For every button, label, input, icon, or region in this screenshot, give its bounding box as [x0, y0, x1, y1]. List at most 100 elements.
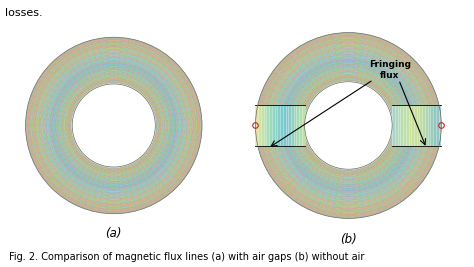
Wedge shape — [298, 75, 399, 176]
Wedge shape — [46, 57, 182, 194]
Wedge shape — [291, 68, 406, 183]
Wedge shape — [274, 51, 423, 200]
Wedge shape — [48, 60, 179, 191]
Wedge shape — [51, 63, 176, 188]
Wedge shape — [291, 68, 406, 183]
Wedge shape — [287, 65, 410, 186]
Wedge shape — [272, 49, 425, 202]
Wedge shape — [276, 53, 421, 198]
Wedge shape — [40, 52, 187, 199]
Text: losses.: losses. — [5, 8, 42, 18]
Wedge shape — [55, 67, 172, 184]
Bar — [430, 105, 433, 146]
Wedge shape — [262, 39, 435, 212]
Wedge shape — [43, 54, 185, 197]
Wedge shape — [277, 54, 420, 197]
Wedge shape — [59, 71, 168, 180]
Wedge shape — [272, 49, 425, 202]
Wedge shape — [46, 58, 181, 193]
Wedge shape — [34, 45, 194, 206]
Wedge shape — [29, 41, 199, 210]
Bar — [285, 105, 288, 146]
Wedge shape — [278, 55, 419, 196]
Wedge shape — [301, 78, 396, 173]
Wedge shape — [278, 55, 419, 196]
Bar — [291, 105, 294, 146]
Bar — [422, 105, 425, 146]
Wedge shape — [26, 37, 202, 214]
Wedge shape — [283, 60, 414, 191]
Wedge shape — [273, 50, 424, 201]
Wedge shape — [55, 66, 173, 184]
Wedge shape — [36, 47, 192, 204]
Wedge shape — [300, 77, 397, 174]
Bar — [425, 105, 428, 146]
Wedge shape — [29, 41, 198, 210]
Wedge shape — [275, 52, 422, 199]
Bar — [264, 105, 266, 146]
Wedge shape — [284, 61, 413, 190]
Wedge shape — [32, 44, 196, 207]
Wedge shape — [273, 50, 423, 201]
Bar — [406, 105, 409, 146]
Wedge shape — [293, 71, 403, 180]
Wedge shape — [295, 72, 402, 179]
Wedge shape — [258, 35, 439, 216]
Wedge shape — [257, 34, 440, 217]
Wedge shape — [34, 46, 193, 205]
Wedge shape — [301, 77, 396, 174]
Wedge shape — [43, 55, 184, 196]
Bar — [255, 105, 258, 146]
Wedge shape — [289, 66, 408, 185]
Wedge shape — [51, 62, 177, 189]
Text: (b): (b) — [340, 233, 357, 246]
Wedge shape — [39, 51, 188, 200]
Wedge shape — [56, 68, 172, 183]
Wedge shape — [274, 52, 422, 199]
Wedge shape — [280, 57, 417, 194]
Wedge shape — [44, 55, 184, 196]
Bar — [392, 105, 395, 146]
Wedge shape — [68, 79, 160, 172]
Text: Fig. 2. Comparison of magnetic flux lines (a) with air gaps (b) without air: Fig. 2. Comparison of magnetic flux line… — [9, 252, 365, 262]
Bar — [433, 105, 436, 146]
Wedge shape — [45, 57, 183, 194]
Wedge shape — [296, 73, 401, 178]
Circle shape — [72, 84, 155, 167]
Wedge shape — [62, 73, 166, 178]
Wedge shape — [48, 60, 180, 191]
Wedge shape — [301, 79, 395, 172]
Wedge shape — [264, 41, 433, 210]
Wedge shape — [259, 36, 438, 215]
Wedge shape — [26, 38, 201, 213]
Wedge shape — [35, 46, 192, 205]
Bar — [274, 105, 277, 146]
Bar — [438, 105, 441, 146]
Wedge shape — [27, 38, 201, 213]
Wedge shape — [38, 49, 190, 202]
Wedge shape — [66, 77, 162, 174]
Wedge shape — [281, 58, 416, 193]
Bar — [299, 105, 302, 146]
Wedge shape — [299, 76, 398, 175]
Bar — [296, 105, 299, 146]
Wedge shape — [271, 48, 426, 203]
Bar — [269, 105, 272, 146]
Bar — [266, 105, 269, 146]
Bar — [395, 105, 398, 146]
Wedge shape — [47, 59, 181, 192]
Wedge shape — [71, 83, 156, 168]
Wedge shape — [263, 40, 434, 211]
Wedge shape — [267, 44, 429, 207]
Bar — [409, 105, 411, 146]
Wedge shape — [33, 44, 195, 207]
Wedge shape — [270, 47, 427, 204]
Wedge shape — [31, 42, 197, 209]
Wedge shape — [67, 79, 161, 172]
Bar — [283, 105, 285, 146]
Wedge shape — [64, 76, 164, 175]
Wedge shape — [42, 54, 186, 197]
Bar — [428, 105, 430, 146]
Wedge shape — [53, 65, 174, 186]
Wedge shape — [270, 47, 427, 204]
